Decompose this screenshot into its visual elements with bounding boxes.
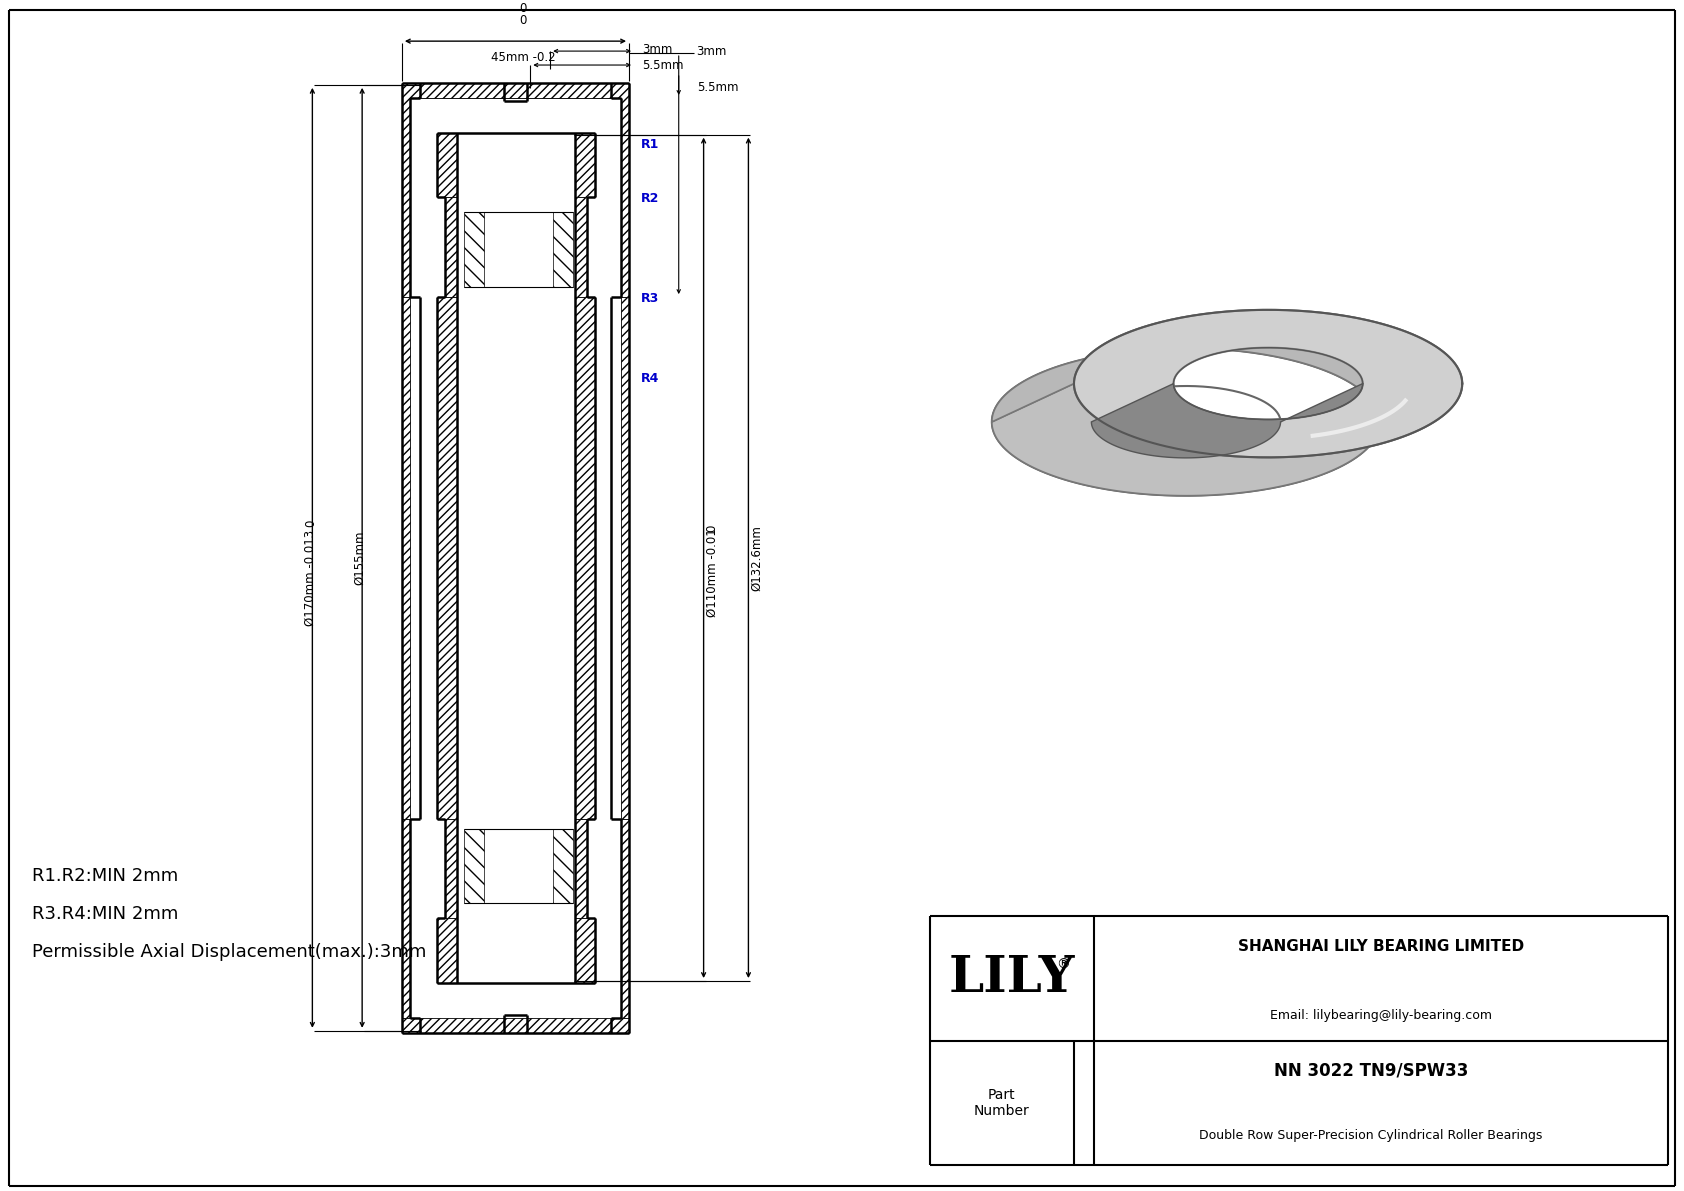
Polygon shape [463,212,483,287]
Text: 0: 0 [520,14,527,27]
Polygon shape [992,384,1462,495]
Polygon shape [576,918,594,983]
Text: 5.5mm: 5.5mm [697,81,738,94]
Text: SHANGHAI LILY BEARING LIMITED: SHANGHAI LILY BEARING LIMITED [1238,939,1524,954]
Text: R4: R4 [642,372,658,385]
Polygon shape [402,83,628,98]
Polygon shape [402,1018,628,1033]
Text: Ø132.6mm: Ø132.6mm [751,525,763,591]
Text: ®: ® [1056,958,1071,972]
Polygon shape [611,83,628,98]
Text: 0: 0 [303,519,317,526]
Text: 0: 0 [706,524,719,531]
Text: R3.R4:MIN 2mm: R3.R4:MIN 2mm [32,905,179,923]
Polygon shape [621,297,628,818]
Polygon shape [554,829,573,903]
Polygon shape [576,198,588,297]
Polygon shape [402,297,409,818]
Text: LILY: LILY [948,954,1074,1003]
Polygon shape [402,83,628,297]
Text: Email: lilybearing@lily-bearing.com: Email: lilybearing@lily-bearing.com [1270,1009,1492,1022]
Text: R1: R1 [642,138,658,151]
Text: 5.5mm: 5.5mm [642,58,684,71]
Polygon shape [402,83,419,98]
Polygon shape [576,132,594,198]
Text: Part
Number: Part Number [973,1087,1029,1118]
Polygon shape [445,198,456,297]
Text: Ø110mm -0.01: Ø110mm -0.01 [706,529,719,617]
Text: R3: R3 [642,292,658,305]
Polygon shape [402,818,409,1018]
Polygon shape [554,212,573,287]
Text: Ø155mm: Ø155mm [354,530,367,585]
Text: Ø170mm -0.013: Ø170mm -0.013 [303,530,317,625]
Polygon shape [436,132,456,198]
Polygon shape [576,297,594,818]
Polygon shape [1091,384,1362,457]
Text: 3mm: 3mm [642,43,672,56]
Text: Double Row Super-Precision Cylindrical Roller Bearings: Double Row Super-Precision Cylindrical R… [1199,1129,1543,1142]
Text: 45mm -0.2: 45mm -0.2 [492,51,556,64]
Text: R1.R2:MIN 2mm: R1.R2:MIN 2mm [32,867,179,885]
Polygon shape [621,818,628,1018]
Text: 0: 0 [520,2,527,15]
Text: 3mm: 3mm [697,44,727,57]
Polygon shape [436,297,456,818]
PathPatch shape [1074,310,1462,457]
Text: NN 3022 TN9/SPW33: NN 3022 TN9/SPW33 [1275,1061,1468,1079]
Polygon shape [992,310,1462,422]
Text: R2: R2 [642,193,658,205]
Polygon shape [576,818,588,918]
Text: Permissible Axial Displacement(max.):3mm: Permissible Axial Displacement(max.):3mm [32,943,426,961]
Polygon shape [463,829,483,903]
Polygon shape [436,918,456,983]
Polygon shape [445,818,456,918]
